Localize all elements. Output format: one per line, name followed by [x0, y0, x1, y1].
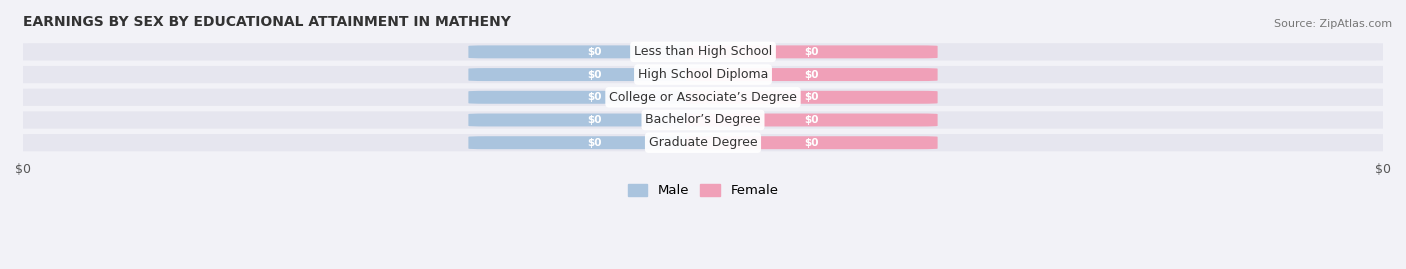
FancyBboxPatch shape [10, 111, 1396, 129]
FancyBboxPatch shape [468, 91, 720, 104]
FancyBboxPatch shape [686, 68, 938, 81]
FancyBboxPatch shape [468, 45, 720, 58]
FancyBboxPatch shape [10, 43, 1396, 61]
Text: $0: $0 [586, 70, 602, 80]
Text: Bachelor’s Degree: Bachelor’s Degree [645, 114, 761, 126]
FancyBboxPatch shape [10, 89, 1396, 106]
Text: $0: $0 [804, 92, 820, 102]
Text: $0: $0 [586, 92, 602, 102]
Text: $0: $0 [586, 138, 602, 148]
Text: Source: ZipAtlas.com: Source: ZipAtlas.com [1274, 19, 1392, 29]
FancyBboxPatch shape [468, 68, 720, 81]
Text: $0: $0 [586, 115, 602, 125]
Legend: Male, Female: Male, Female [624, 180, 782, 201]
Text: College or Associate’s Degree: College or Associate’s Degree [609, 91, 797, 104]
FancyBboxPatch shape [686, 114, 938, 126]
Text: $0: $0 [804, 138, 820, 148]
Text: $0: $0 [804, 47, 820, 57]
Text: EARNINGS BY SEX BY EDUCATIONAL ATTAINMENT IN MATHENY: EARNINGS BY SEX BY EDUCATIONAL ATTAINMEN… [22, 15, 510, 29]
Text: High School Diploma: High School Diploma [638, 68, 768, 81]
FancyBboxPatch shape [10, 66, 1396, 83]
FancyBboxPatch shape [468, 136, 720, 149]
Text: $0: $0 [804, 70, 820, 80]
FancyBboxPatch shape [686, 45, 938, 58]
FancyBboxPatch shape [686, 91, 938, 104]
FancyBboxPatch shape [10, 134, 1396, 151]
Text: Less than High School: Less than High School [634, 45, 772, 58]
FancyBboxPatch shape [468, 114, 720, 126]
Text: $0: $0 [586, 47, 602, 57]
FancyBboxPatch shape [686, 136, 938, 149]
Text: Graduate Degree: Graduate Degree [648, 136, 758, 149]
Text: $0: $0 [804, 115, 820, 125]
